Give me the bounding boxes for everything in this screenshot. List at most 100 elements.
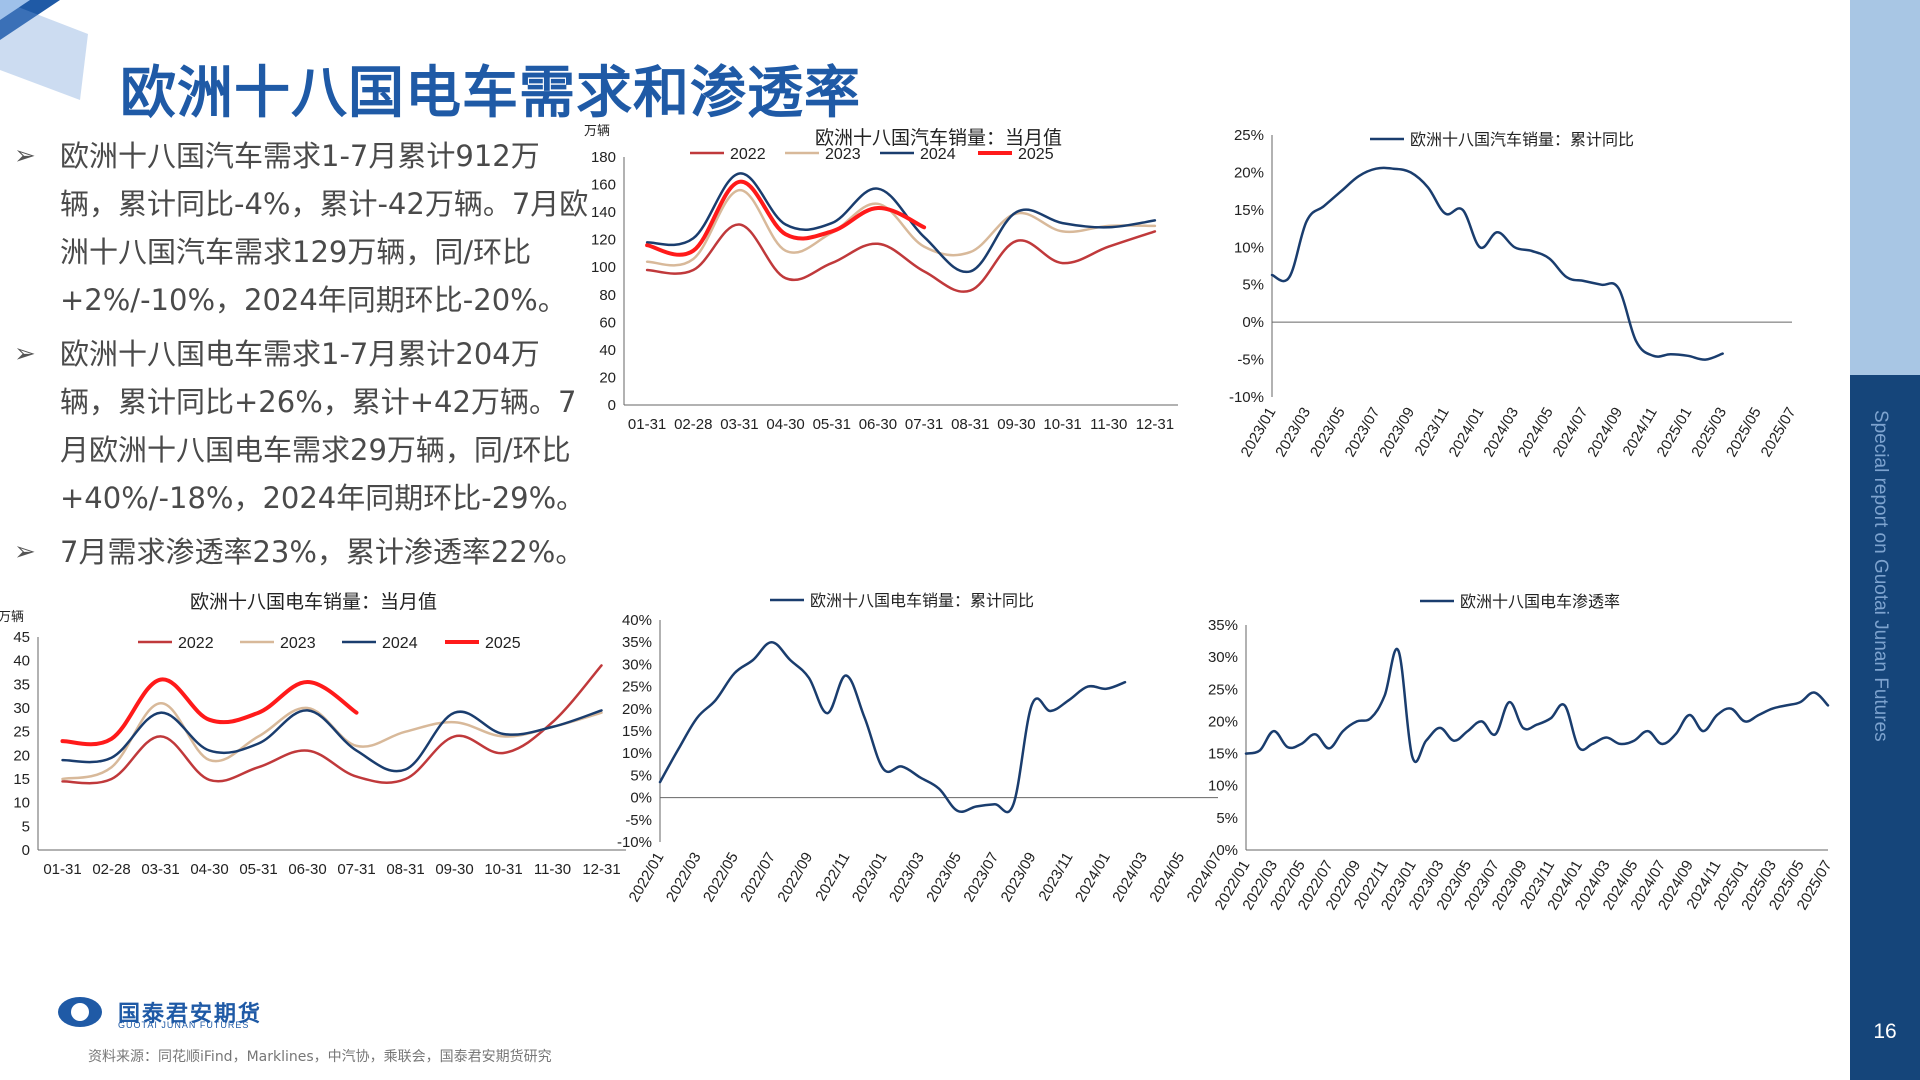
x-tick-label: 2022/11: [812, 850, 853, 904]
y-tick-label: 40: [13, 653, 30, 670]
y-tick-label: 10%: [1208, 778, 1238, 795]
y-tick-label: -10%: [1229, 389, 1264, 406]
y-tick-label: 5%: [1216, 810, 1238, 827]
bullet-text: 7月需求渗透率23%，累计渗透率22%。: [60, 535, 585, 569]
unit-label: 万辆: [0, 610, 24, 625]
y-tick-label: 25%: [1208, 681, 1238, 698]
chart-svg: -10%-5%0%5%10%15%20%25%2023/012023/03202…: [1229, 127, 1799, 460]
y-tick-label: 60: [599, 314, 616, 331]
y-tick-label: 40: [599, 342, 616, 359]
y-tick-label: 20: [599, 369, 616, 386]
x-tick-label: 09-30: [435, 861, 473, 878]
y-tick-label: 100: [591, 259, 616, 276]
bullet-list: ➢ 欧洲十八国汽车需求1-7月累计912万辆，累计同比-4%，累计-42万辆。7…: [14, 132, 589, 582]
page-number: 16: [1873, 1020, 1897, 1043]
ev-monthly-chart: 0 5 10 15 20 25 30 35 40 45 01-31 02-28 03-31 04-30 05…: [0, 585, 640, 970]
arrow-bullet-icon: ➢: [14, 537, 36, 567]
unit-label: 万辆: [584, 124, 610, 139]
legend-label: 2024: [920, 146, 956, 163]
arrow-bullet-icon: ➢: [14, 339, 36, 369]
y-tick-label: 15%: [622, 723, 652, 740]
logo-text: 国泰君安期货: [118, 1002, 263, 1027]
legend-label: 欧洲十八国汽车销量：累计同比: [1410, 131, 1634, 149]
series-line-2023: [61, 702, 603, 781]
x-tick-label: 2023/01: [849, 850, 891, 905]
series-line-2025: [60, 677, 359, 747]
y-tick-label: 30: [13, 700, 30, 717]
legend-label: 2022: [178, 635, 214, 652]
y-tick-label: 10%: [1234, 239, 1264, 256]
x-tick-label: 02-28: [92, 861, 130, 878]
y-tick-label: 45: [13, 629, 30, 646]
bullet-item: ➢ 7月需求渗透率23%，累计渗透率22%。: [14, 528, 589, 576]
series-line-2023: [645, 188, 1157, 267]
series-line-2025: [645, 179, 927, 257]
y-tick-label: 15: [13, 771, 30, 788]
chart-title: 欧洲十八国汽车销量：当月值: [815, 127, 1063, 149]
series-line-欧洲十八国电车渗透率: [1244, 647, 1830, 764]
x-tick-label: 2022/01: [626, 850, 668, 905]
x-tick-label: 10-31: [1043, 416, 1081, 433]
x-tick-label: 12-31: [1136, 416, 1174, 433]
y-tick-label: 120: [591, 232, 616, 249]
x-tick-label: 2023/05: [923, 850, 965, 905]
y-tick-label: 15%: [1208, 746, 1238, 763]
legend-label: 2025: [1018, 146, 1054, 163]
series-line-2022: [645, 223, 1157, 293]
sidebar-report-label: Special report on Guotai Junan Futures: [1870, 410, 1891, 742]
x-tick-label: 06-30: [288, 861, 326, 878]
y-tick-label: 0: [22, 842, 30, 859]
y-tick-label: 35%: [1208, 617, 1238, 634]
y-tick-label: 0%: [1242, 314, 1264, 331]
y-tick-label: 5: [22, 818, 30, 835]
x-tick-label: 07-31: [337, 861, 375, 878]
x-tick-label: 2024/03: [1109, 850, 1151, 905]
logo-mark-icon: [58, 997, 102, 1027]
legend-label: 2023: [825, 146, 861, 163]
y-tick-label: 20%: [622, 701, 652, 718]
x-tick-label: 04-30: [766, 416, 804, 433]
legend-label: 欧洲十八国电车渗透率: [1460, 593, 1620, 611]
legend-label: 2025: [485, 635, 521, 652]
y-tick-label: 10%: [622, 745, 652, 762]
y-tick-label: 25%: [1234, 127, 1264, 144]
sidebar: [1850, 0, 1920, 1080]
legend-label: 2022: [730, 146, 766, 163]
y-tick-label: 15%: [1234, 202, 1264, 219]
x-tick-label: 07-31: [905, 416, 943, 433]
page-title: 欧洲十八国电车需求和渗透率: [120, 61, 861, 126]
y-tick-label: 5%: [1242, 277, 1264, 294]
y-tick-label: 20%: [1234, 164, 1264, 181]
y-tick-label: 20%: [1208, 713, 1238, 730]
series-line-2024: [61, 709, 603, 773]
y-tick-label: -5%: [1237, 352, 1264, 369]
arrow-bullet-icon: ➢: [14, 141, 36, 171]
x-tick-label: 05-31: [239, 861, 277, 878]
y-tick-label: 140: [591, 204, 616, 221]
y-tick-label: 0%: [1216, 842, 1238, 859]
x-tick-label: 2024/01: [1072, 850, 1114, 905]
x-tick-label: 11-30: [1090, 416, 1127, 433]
chart-title: 欧洲十八国电车销量：当月值: [190, 591, 438, 613]
chart-svg: -10%-5%0%5%10%15%20%25%30%35%40%2022/012…: [617, 592, 1225, 905]
y-tick-label: 40%: [622, 612, 652, 629]
y-tick-label: 30%: [622, 656, 652, 673]
bullet-text: 欧洲十八国电车需求1-7月累计204万辆，累计同比+26%，累计+42万辆。7月…: [60, 337, 586, 515]
legend-label: 2023: [280, 635, 316, 652]
chart-svg: 0 20 40 60 80 100 120 140 160 180 01-31 02-28 03-31 0…: [584, 124, 1178, 433]
sidebar-top-band: [1850, 0, 1920, 375]
x-tick-label: 2023/07: [960, 850, 1002, 905]
x-tick-label: 2023/03: [886, 850, 928, 905]
legend-label: 欧洲十八国电车销量：累计同比: [810, 592, 1034, 610]
y-tick-label: 35%: [622, 634, 652, 651]
series-line-欧洲十八国电车销量：累计同比: [658, 640, 1127, 814]
x-tick-label: 2022/09: [774, 850, 816, 905]
x-tick-label: 2022/05: [700, 850, 742, 905]
x-tick-label: 08-31: [386, 861, 424, 878]
car-cumulative-yoy-chart: -10% -5% 0% 5% 10% 15% 20% 25% 2023/01 2023/03 202…: [1200, 125, 1840, 525]
x-tick-label: 04-30: [190, 861, 228, 878]
bullet-text: 欧洲十八国汽车需求1-7月累计912万辆，累计同比-4%，累计-42万辆。7月欧…: [60, 139, 589, 317]
x-tick-label: 09-30: [997, 416, 1035, 433]
company-logo: 国泰君安期货 GUOTAI JUNAN FUTURES: [58, 996, 288, 1030]
